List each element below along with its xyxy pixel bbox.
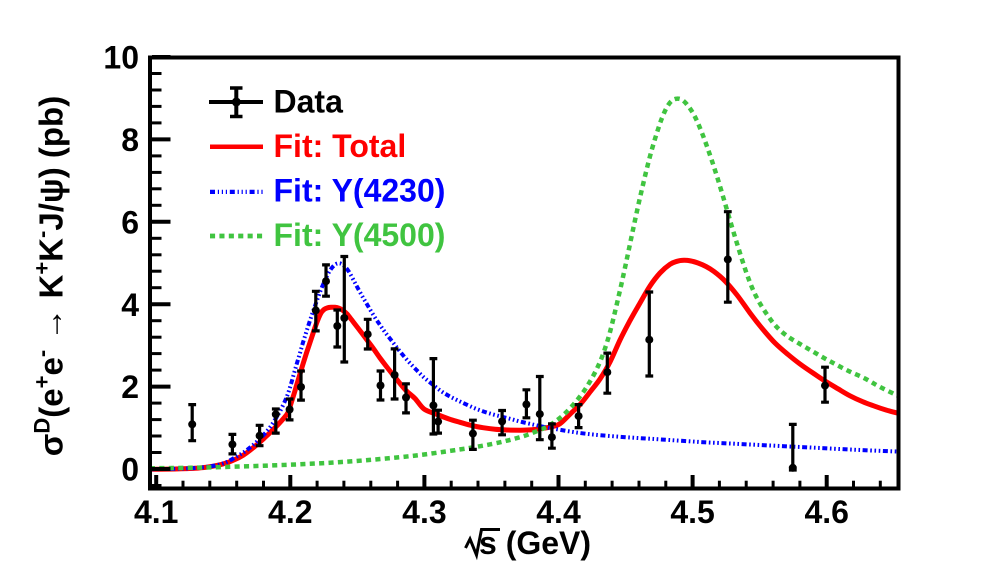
svg-text:4: 4: [121, 287, 139, 323]
svg-text:σD(e+e- → K+K-J/ψ) (pb): σD(e+e- → K+K-J/ψ) (pb): [30, 96, 70, 456]
svg-text:8: 8: [121, 122, 139, 158]
svg-text:Fit: Total: Fit: Total: [274, 128, 407, 164]
svg-text:4.6: 4.6: [804, 494, 848, 530]
svg-text:4.5: 4.5: [670, 494, 714, 530]
svg-text:4.4: 4.4: [536, 494, 581, 530]
svg-text:Fit: Y(4230): Fit: Y(4230): [274, 173, 446, 209]
svg-text:4.3: 4.3: [402, 494, 446, 530]
svg-text:10: 10: [103, 40, 139, 76]
svg-text:Fit: Y(4500): Fit: Y(4500): [274, 217, 446, 253]
svg-text:6: 6: [121, 204, 139, 240]
svg-text:2: 2: [121, 369, 139, 405]
svg-text:Data: Data: [274, 84, 344, 120]
svg-text:4.2: 4.2: [268, 494, 312, 530]
svg-text:4.1: 4.1: [134, 494, 178, 530]
svg-text:0: 0: [121, 452, 139, 488]
